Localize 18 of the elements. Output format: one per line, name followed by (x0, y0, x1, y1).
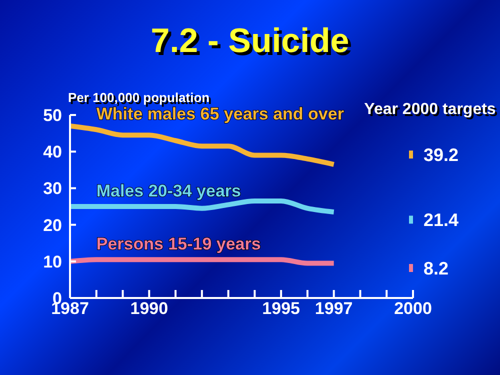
series-label: Males 20-34 years (96, 182, 241, 200)
series-label: White males 65 years and over (96, 104, 344, 124)
x-tick-label: 1995 (262, 299, 300, 318)
data-label: 39.2 (424, 144, 459, 165)
data-label: 8.2 (424, 258, 449, 278)
y-tick-label: 50 (43, 106, 62, 126)
annotation: Year 2000 targets (363, 100, 497, 119)
x-tick-label: 1997 (314, 299, 353, 318)
y-tick-label: 40 (43, 142, 62, 162)
x-tick-label: 2000 (394, 299, 432, 318)
y-tick-label: 10 (43, 252, 62, 272)
y-tick-label: 20 (43, 216, 62, 235)
y-axis-title: Per 100,000 population (68, 90, 210, 105)
series-label: Persons 15-19 years (96, 234, 261, 254)
x-tick-label: 1990 (130, 299, 168, 318)
data-label: 21.4 (424, 210, 459, 230)
chart-title: 7.2 - Suicide (150, 22, 350, 61)
y-tick-label: 30 (43, 179, 62, 198)
